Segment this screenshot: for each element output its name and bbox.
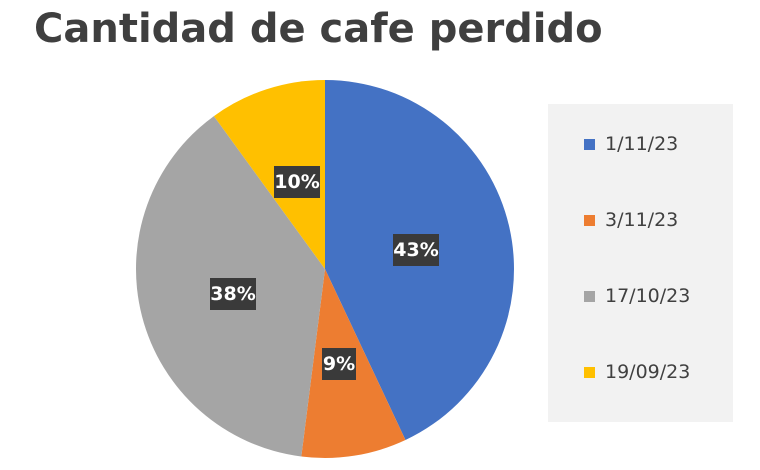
data-label: 10% <box>274 171 319 193</box>
legend-label: 1/11/23 <box>605 133 679 155</box>
data-label: 9% <box>323 353 355 375</box>
data-label-box <box>393 234 439 266</box>
chart-title: Cantidad de cafe perdido <box>34 6 603 52</box>
pie-slice-19-09-23 <box>213 80 325 269</box>
legend-swatch <box>584 290 595 302</box>
data-label-box <box>210 278 256 310</box>
data-label-box <box>274 166 320 198</box>
data-label-group: 9% <box>322 348 356 380</box>
legend-swatch <box>584 138 595 150</box>
legend-label: 19/09/23 <box>605 361 691 383</box>
legend-swatch <box>584 366 595 378</box>
data-label: 43% <box>393 239 438 261</box>
data-label-group: 10% <box>274 166 320 198</box>
legend-item: 17/10/23 <box>584 284 690 308</box>
legend-item: 3/11/23 <box>584 208 678 232</box>
legend-label: 3/11/23 <box>605 209 679 231</box>
data-label-box <box>322 348 356 380</box>
data-label: 38% <box>210 283 255 305</box>
data-label-group: 38% <box>210 278 256 310</box>
legend-item: 19/09/23 <box>584 360 690 384</box>
legend-item: 1/11/23 <box>584 132 678 156</box>
data-label-group: 43% <box>393 234 439 266</box>
legend-label: 17/10/23 <box>605 285 691 307</box>
legend: 1/11/23 3/11/23 17/10/23 19/09/23 <box>548 104 733 422</box>
legend-swatch <box>584 214 595 226</box>
